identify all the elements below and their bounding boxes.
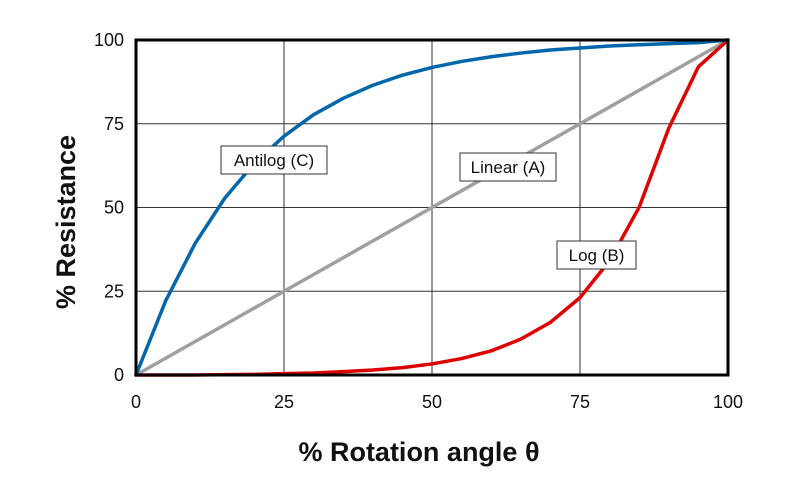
x-tick-label-75: 75 (570, 392, 590, 412)
curve-label-antilog-box (220, 145, 328, 175)
plot-frame (134, 38, 730, 377)
tick-labels: 0 25 50 75 100 0 25 50 75 100 (94, 30, 743, 412)
y-tick-label-75: 75 (104, 114, 124, 134)
curve-label-log: Log (B) (556, 240, 637, 270)
y-tick-label-50: 50 (104, 198, 124, 218)
series-line-linear-a (134, 38, 730, 377)
curve-label-linear-box (459, 152, 557, 182)
curve-label-linear: Linear (A) (459, 152, 557, 182)
curve-label-antilog: Antilog (C) (220, 145, 328, 175)
series-line-antilog-c (134, 38, 730, 377)
curve-label-linear-text: Linear (A) (471, 158, 546, 177)
x-tick-label-25: 25 (274, 392, 294, 412)
curve-label-log-text: Log (B) (569, 246, 625, 265)
x-axis-title: % Rotation angle θ (298, 437, 539, 467)
y-tick-label-0: 0 (114, 365, 124, 385)
curve-label-log-box (556, 240, 637, 270)
x-tick-label-100: 100 (713, 392, 743, 412)
x-tick-label-50: 50 (422, 392, 442, 412)
y-axis-title: % Resistance (51, 135, 81, 309)
y-tick-label-25: 25 (104, 281, 124, 301)
curve-label-antilog-text: Antilog (C) (234, 151, 314, 170)
x-tick-label-0: 0 (131, 392, 141, 412)
y-tick-label-100: 100 (94, 30, 124, 50)
